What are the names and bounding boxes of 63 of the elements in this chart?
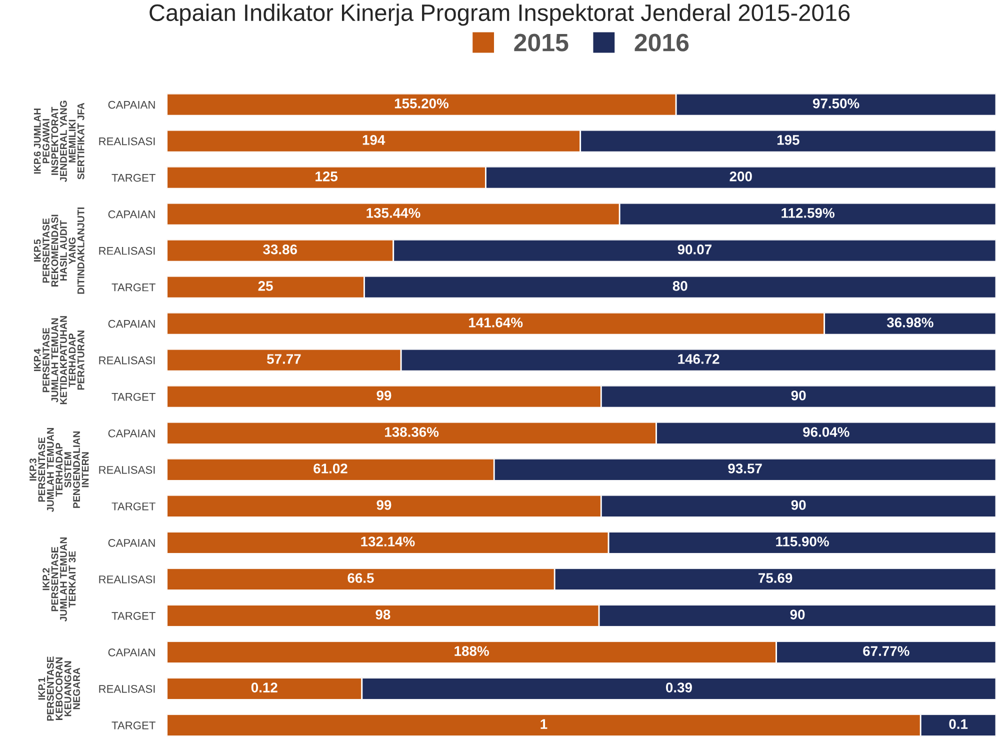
y-tick-label: CAPAIAN — [108, 210, 155, 218]
data-label: 66.5 — [348, 573, 374, 583]
data-label: 135.44% — [366, 208, 420, 218]
data-label: 90.07 — [678, 244, 712, 254]
y-tick-label: CAPAIAN — [108, 320, 155, 328]
y-tick-label: REALISASI — [99, 466, 155, 474]
text: IKP.3 PERSENTASE JUMLAH TEMUAN TERHADAP SISTEM PENGENDALIAN INTERN — [30, 428, 89, 512]
data-label: 195 — [777, 135, 800, 145]
y-tick-label: TARGET — [112, 392, 156, 401]
data-label: 98 — [376, 610, 390, 620]
data-label: 138.36% — [385, 427, 439, 437]
text: IKP.1 PERSENTASE KEBOCORAN KEUANGAN NEGARA — [38, 656, 80, 721]
data-label: 61.02 — [314, 464, 348, 474]
data-label: 96.04% — [803, 427, 850, 437]
text: IKP.5 PERSENTASE REKOMENDASI HASIL AUDIT YANG DITINDAKLANJUTI — [34, 208, 84, 294]
data-label: 99 — [376, 500, 392, 510]
y-tick-label: CAPAIAN — [108, 538, 155, 547]
data-label: 155.20% — [394, 98, 449, 108]
legend-label: 2015 — [514, 34, 568, 52]
data-label: 146.72 — [678, 354, 720, 364]
data-label: 93.57 — [728, 464, 762, 474]
data-label: 97.50% — [812, 98, 860, 108]
data-label: 99 — [376, 390, 392, 400]
data-label: 0.39 — [666, 682, 692, 692]
data-label: 25 — [258, 281, 273, 291]
data-label: 90 — [790, 610, 805, 620]
chart-title: Capaian Indikator Kinerja Program Inspektorat Jenderal 2015-2016 — [150, 4, 850, 26]
y-tick-label: REALISASI — [99, 684, 155, 693]
y-tick-label: TARGET — [112, 283, 156, 292]
data-label: 0.1 — [949, 719, 968, 729]
y-tick-label: REALISASI — [99, 356, 155, 364]
data-label: 188% — [454, 646, 489, 656]
data-label: 90 — [791, 500, 806, 510]
y-tick-label: TARGET — [112, 502, 156, 510]
data-label: 112.59% — [782, 208, 834, 218]
data-label: 1 — [540, 719, 548, 729]
y-tick-label: CAPAIAN — [108, 100, 155, 109]
data-label: 132.14% — [361, 536, 415, 546]
data-label: 115.90% — [776, 536, 829, 546]
y-tick-label: CAPAIAN — [108, 429, 155, 438]
y-tick-label: REALISASI — [99, 246, 155, 255]
text: IKP.6 JUMLAH PEGAWAI INSPEKTORAT JENDERAL YANG MEMILIKI SERTIFIKAT JFA — [34, 100, 84, 182]
y-tick-label: TARGET — [112, 174, 156, 182]
data-label: 80 — [672, 281, 688, 291]
text: IKP.4 PERSENTASE JUMLAH TEMUAN KETIDAKPATUHAN TERHADAP PERATURAN — [34, 316, 84, 404]
data-label: 36.98% — [886, 318, 934, 328]
data-label: 0.12 — [251, 682, 278, 692]
data-label: 125 — [316, 172, 338, 182]
data-label: 57.77 — [267, 354, 301, 364]
data-label: 33.86 — [263, 244, 297, 254]
y-tick-label: CAPAIAN — [108, 648, 155, 656]
data-label: 141.64% — [469, 318, 523, 328]
text: IKP.2 PERSENTASE JUMLAH TEMUAN TERKAIT 3E — [42, 537, 76, 622]
data-label: 90 — [791, 390, 806, 400]
legend-label: 2016 — [634, 34, 689, 52]
data-label: 67.77% — [863, 646, 910, 656]
y-tick-label: TARGET — [112, 612, 156, 620]
y-tick-label: TARGET — [112, 722, 156, 730]
data-label: 200 — [730, 172, 752, 182]
data-label: 194 — [362, 135, 386, 145]
y-tick-label: REALISASI — [99, 137, 155, 146]
data-label: 75.69 — [758, 573, 792, 583]
y-tick-label: REALISASI — [99, 575, 155, 584]
